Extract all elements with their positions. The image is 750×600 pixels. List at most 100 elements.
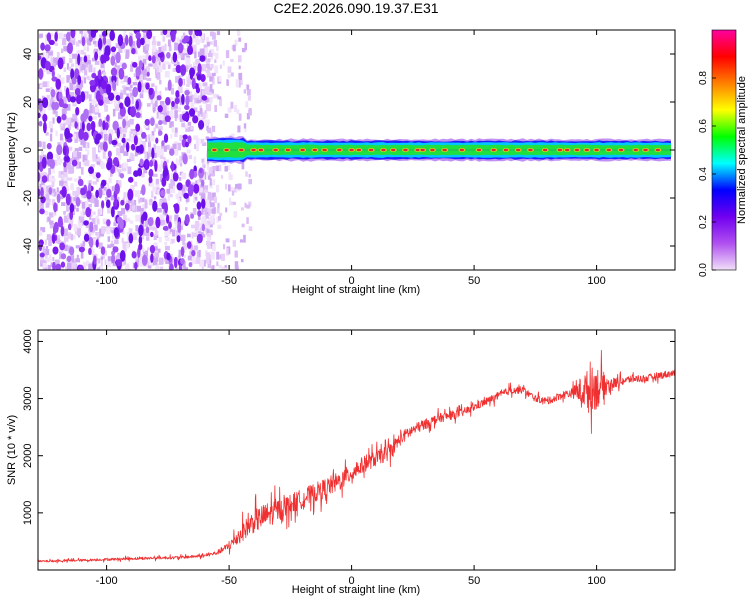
noise-blob <box>182 153 188 165</box>
noise-blob <box>65 31 71 42</box>
noise-speckle <box>192 207 197 215</box>
noise-speckle <box>152 257 158 265</box>
noise-speckle <box>75 41 80 47</box>
noise-speckle <box>138 199 143 203</box>
noise-speckle <box>146 151 150 160</box>
noise-speckle <box>108 129 114 134</box>
noise-speckle <box>142 55 147 62</box>
noise-blob <box>46 158 53 167</box>
noise-speckle <box>95 104 98 108</box>
noise-blob <box>166 252 171 261</box>
noise-speckle <box>159 101 165 107</box>
noise-blob <box>59 242 66 251</box>
noise-speckle <box>211 125 216 133</box>
noise-blob <box>191 249 196 257</box>
noise-speckle <box>225 50 230 59</box>
noise-speckle <box>154 99 158 107</box>
noise-speckle <box>69 218 74 227</box>
noise-speckle <box>211 77 215 85</box>
noise-speckle <box>83 47 87 51</box>
noise-speckle <box>97 258 101 264</box>
x-tick-label: 50 <box>468 575 480 587</box>
noise-blob <box>67 42 74 54</box>
noise-speckle <box>50 192 55 196</box>
noise-blob <box>150 253 154 263</box>
noise-speckle <box>154 252 160 257</box>
noise-speckle <box>209 202 215 208</box>
noise-speckle <box>169 96 174 103</box>
noise-speckle <box>212 165 217 171</box>
noise-speckle <box>118 171 121 177</box>
noise-speckle <box>79 30 83 34</box>
noise-speckle <box>83 208 88 213</box>
noise-speckle <box>38 178 42 184</box>
noise-speckle <box>47 103 53 111</box>
x-tick-label: -100 <box>96 575 118 587</box>
noise-speckle <box>224 267 228 270</box>
noise-speckle <box>237 83 241 88</box>
noise-blob <box>180 257 185 265</box>
noise-speckle <box>39 180 45 188</box>
noise-speckle <box>72 150 78 158</box>
noise-speckle <box>89 248 95 254</box>
noise-speckle <box>244 202 247 208</box>
noise-blob <box>90 30 97 38</box>
noise-speckle <box>212 265 215 270</box>
noise-speckle <box>66 104 71 111</box>
noise-speckle <box>212 32 216 40</box>
noise-blob <box>160 189 166 197</box>
noise-speckle <box>129 156 133 160</box>
noise-speckle <box>69 50 73 58</box>
noise-speckle <box>120 80 125 84</box>
noise-speckle <box>48 175 52 183</box>
noise-blob <box>175 90 180 98</box>
noise-speckle <box>209 178 212 186</box>
noise-speckle <box>181 172 187 180</box>
noise-blob <box>189 72 194 80</box>
noise-speckle <box>212 93 217 99</box>
noise-speckle <box>42 81 48 88</box>
noise-speckle <box>169 229 173 233</box>
spectrogram-x-label: Height of straight line (km) <box>292 284 420 296</box>
noise-speckle <box>175 193 178 199</box>
noise-blob <box>140 37 145 46</box>
noise-blob <box>102 120 106 131</box>
noise-speckle <box>207 66 213 71</box>
noise-speckle <box>248 226 253 231</box>
x-tick-label: 50 <box>468 275 480 287</box>
noise-speckle <box>63 166 68 173</box>
noise-speckle <box>192 94 195 100</box>
noise-speckle <box>103 190 109 194</box>
noise-speckle <box>216 208 220 214</box>
noise-speckle <box>53 97 58 105</box>
noise-blob <box>161 202 167 210</box>
noise-speckle <box>174 110 178 119</box>
noise-speckle <box>174 168 177 173</box>
noise-blob <box>61 186 67 198</box>
noise-speckle <box>82 192 87 199</box>
noise-speckle <box>199 259 205 267</box>
noise-speckle <box>120 260 125 266</box>
noise-speckle <box>48 52 53 56</box>
noise-speckle <box>150 100 154 105</box>
figure-title: C2E2.2026.090.19.37.E31 <box>273 0 438 16</box>
noise-speckle <box>153 234 157 241</box>
noise-blob <box>46 151 54 162</box>
noise-blob <box>41 156 47 169</box>
noise-speckle <box>199 118 204 123</box>
noise-speckle <box>214 196 217 203</box>
noise-speckle <box>98 112 101 118</box>
noise-speckle <box>51 199 56 206</box>
noise-blob <box>100 246 106 255</box>
noise-speckle <box>114 103 120 112</box>
noise-speckle <box>171 126 175 133</box>
noise-speckle <box>74 134 78 143</box>
noise-blob <box>56 144 63 156</box>
noise-speckle <box>227 74 231 79</box>
noise-speckle <box>69 80 73 84</box>
noise-speckle <box>158 164 163 172</box>
noise-blob <box>101 200 105 209</box>
noise-speckle <box>127 217 131 222</box>
noise-speckle <box>179 39 183 46</box>
